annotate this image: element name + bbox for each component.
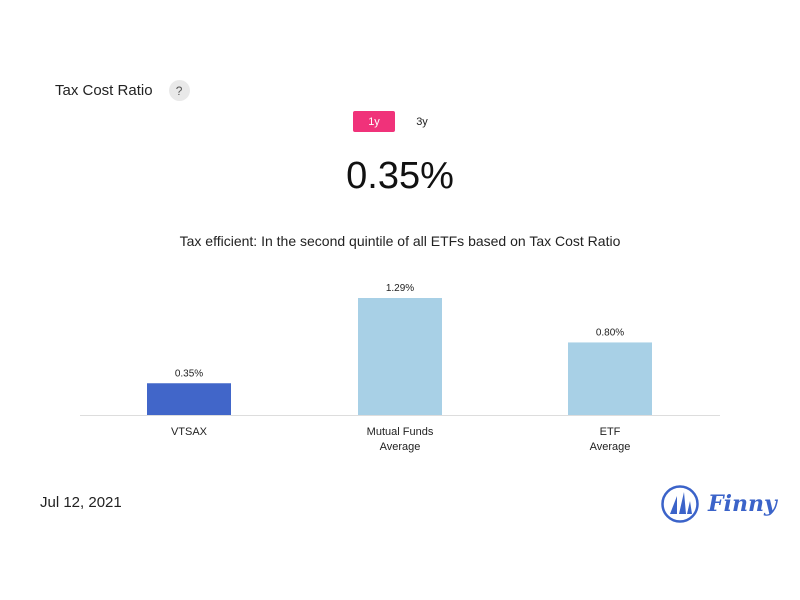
bar [147, 383, 231, 415]
brand-name: Finny [708, 491, 777, 517]
category-label: Average [380, 441, 421, 453]
brand-logo: Finny [660, 484, 777, 524]
main-value: 0.35% [346, 155, 454, 197]
category-label: Mutual Funds [367, 426, 434, 438]
bar [568, 342, 652, 415]
date-label: Jul 12, 2021 [40, 494, 122, 511]
data-label: 1.29% [386, 283, 414, 294]
category-label: VTSAX [171, 426, 208, 438]
page-title: Tax Cost Ratio [55, 82, 153, 99]
bar-chart: 0.35% VTSAX 1.29% Mutual Funds Average 0.80% E… [80, 283, 720, 453]
subtitle: Tax efficient: In the second quintile of… [179, 233, 621, 249]
category-label: Average [590, 441, 631, 453]
bar [358, 298, 442, 415]
header: Tax Cost Ratio ? [55, 80, 190, 101]
tab-3y[interactable]: 3y [401, 111, 443, 132]
data-label: 0.35% [175, 368, 203, 379]
tab-1y[interactable]: 1y [353, 111, 395, 132]
data-label: 0.80% [596, 327, 624, 338]
period-tabs: 1y 3y [353, 111, 443, 132]
help-icon[interactable]: ? [168, 80, 190, 101]
sailboat-icon [661, 485, 699, 523]
category-label: ETF [600, 426, 621, 438]
